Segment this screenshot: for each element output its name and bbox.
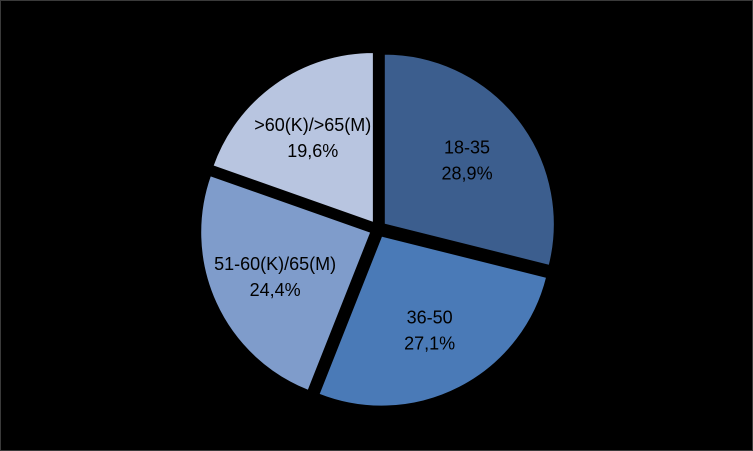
slice-category-label: >60(K)/>65(M) [254,115,371,135]
pie-slice-36-50 [318,235,548,407]
slice-value-label: 24,4% [250,280,301,300]
pie-slice-51-60-k-65-m [200,175,372,392]
pie-slice-60-k-65-m [212,51,374,224]
slice-value-label: 28,9% [442,163,493,183]
slice-category-label: 36-50 [407,308,453,328]
slice-value-label: 27,1% [404,334,455,354]
slice-category-label: 51-60(K)/65(M) [214,254,336,274]
slice-value-label: 19,6% [287,141,338,161]
slice-category-label: 18-35 [444,137,490,157]
pie-slice-18-35 [383,53,555,266]
